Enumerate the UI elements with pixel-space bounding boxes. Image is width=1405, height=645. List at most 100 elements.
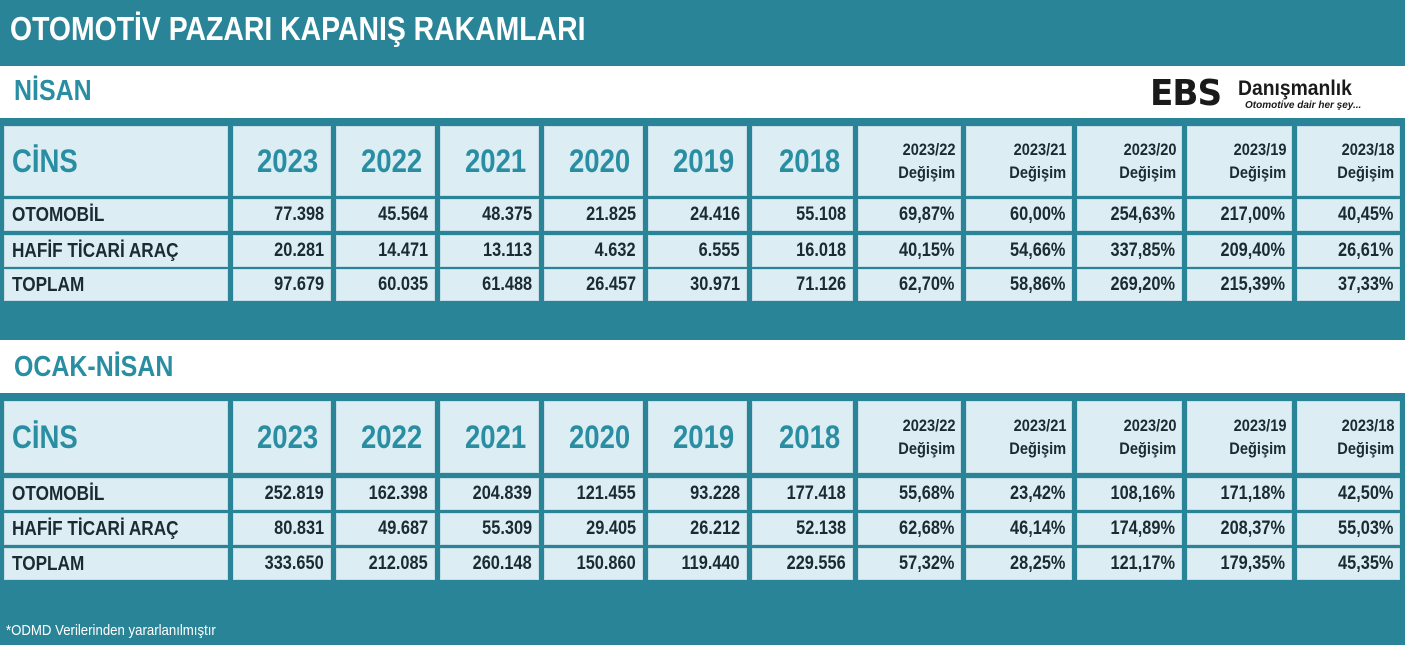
column-header-change: 2023/21 Değişim [966, 126, 1072, 196]
row-label: HAFİF TİCARİ ARAÇ [4, 235, 228, 267]
table-cell: 62,68% [858, 513, 961, 545]
table-cell: 97.679 [233, 269, 331, 301]
table-cell-text: 46,14% [1009, 518, 1065, 539]
column-header-change-line: 2023/22 [902, 140, 955, 159]
table-cell: 121.455 [544, 478, 643, 510]
table-ocak-nisan: CİNS 2023 2022 2021 2020 2019 2018 2023/22 Değiş… [0, 393, 1405, 617]
table-cell: 4.632 [544, 235, 643, 267]
column-header-change-line: 2023/19 [1233, 140, 1286, 159]
footer-bar: *ODMD Verilerinden yararlanılmıştır [0, 617, 1405, 645]
table-cell-text: 204.839 [472, 483, 532, 504]
table-cell: 45,35% [1297, 548, 1400, 580]
column-header-year-text: 2019 [672, 418, 734, 455]
table-cell: 269,20% [1077, 269, 1182, 301]
table-cell: 119.440 [648, 548, 747, 580]
column-header-change-line: Değişim [1229, 439, 1286, 458]
table-cell: 54,66% [966, 235, 1072, 267]
table-cell-text: 217,00% [1220, 204, 1285, 225]
column-header-year-text: 2022 [360, 142, 422, 179]
column-header-change-line: Değişim [1119, 163, 1176, 182]
table-cell: 37,33% [1297, 269, 1400, 301]
column-header-change-line: Değişim [1337, 163, 1394, 182]
table-cell: 60.035 [336, 269, 435, 301]
table-cell-text: 150.860 [576, 553, 636, 574]
row-label-text: HAFİF TİCARİ ARAÇ [12, 239, 179, 262]
column-header-year: 2019 [648, 401, 747, 473]
table-cell: 80.831 [233, 513, 331, 545]
column-header-year-text: 2018 [778, 418, 840, 455]
table-cell-text: 162.398 [368, 483, 428, 504]
table-cell: 26,61% [1297, 235, 1400, 267]
section-strip-ocak-nisan: OCAK-NİSAN [4, 340, 1400, 392]
column-header-year: 2022 [336, 126, 435, 196]
table-cell-text: 40,15% [898, 240, 954, 261]
table-cell: 93.228 [648, 478, 747, 510]
column-header-change: 2023/18 Değişim [1297, 126, 1400, 196]
table-cell: 26.457 [544, 269, 643, 301]
table-cell: 58,86% [966, 269, 1072, 301]
table-cell: 121,17% [1077, 548, 1182, 580]
table-cell-text: 6.555 [699, 240, 740, 261]
row-label-text: TOPLAM [12, 273, 85, 296]
table-cell: 46,14% [966, 513, 1072, 545]
column-header-change-line: 2023/19 [1233, 416, 1286, 435]
table-cell-text: 177.418 [786, 483, 846, 504]
table-cell: 333.650 [233, 548, 331, 580]
column-header-year-text: 2019 [672, 142, 734, 179]
column-header-year: 2023 [233, 126, 331, 196]
table-cell: 45.564 [336, 199, 435, 231]
table-cell-text: 260.148 [472, 553, 532, 574]
column-header-year-text: 2021 [464, 142, 526, 179]
column-header-change-line: 2023/18 [1341, 416, 1394, 435]
table-cell: 174,89% [1077, 513, 1182, 545]
table-cell-text: 69,87% [898, 204, 954, 225]
row-label: TOPLAM [4, 269, 228, 301]
table-cell-text: 49.687 [378, 518, 428, 539]
column-header-change: 2023/18 Değişim [1297, 401, 1400, 473]
table-cell-text: 54,66% [1009, 240, 1065, 261]
column-header-change-line: Değişim [898, 163, 955, 182]
column-header-change-line: 2023/21 [1013, 140, 1066, 159]
table-cell: 55,68% [858, 478, 961, 510]
table-cell: 208,37% [1187, 513, 1292, 545]
table-cell-text: 21.825 [586, 204, 636, 225]
column-header-cins-text: CİNS [12, 142, 78, 179]
table-cell-text: 62,70% [898, 274, 954, 295]
table-cell-text: 28,25% [1009, 553, 1065, 574]
table-cell-text: 252.819 [264, 483, 324, 504]
column-header-year-text: 2020 [568, 142, 630, 179]
table-cell-text: 55.108 [796, 204, 846, 225]
table-cell-text: 4.632 [595, 240, 636, 261]
table-cell-text: 215,39% [1220, 274, 1285, 295]
logo-brand: EBS [1150, 73, 1222, 114]
table-cell: 204.839 [440, 478, 539, 510]
column-header-year: 2021 [440, 401, 539, 473]
footer-note: *ODMD Verilerinden yararlanılmıştır [6, 622, 216, 639]
column-header-year-text: 2023 [256, 142, 318, 179]
table-cell: 61.488 [440, 269, 539, 301]
table-cell-text: 108,16% [1110, 483, 1175, 504]
table-cell-text: 212.085 [368, 553, 428, 574]
table-cell: 171,18% [1187, 478, 1292, 510]
table-cell-text: 333.650 [264, 553, 324, 574]
column-header-change-line: Değişim [1229, 163, 1286, 182]
column-header-year-text: 2023 [256, 418, 318, 455]
column-header-year-text: 2020 [568, 418, 630, 455]
table-cell-text: 121.455 [576, 483, 636, 504]
section-strip-nisan: NİSAN [4, 66, 1400, 118]
table-cell-text: 30.971 [690, 274, 740, 295]
ebs-logo: EBS Danışmanlık Otomotive dair her şey..… [1150, 73, 1400, 119]
table-cell: 212.085 [336, 548, 435, 580]
table-cell: 20.281 [233, 235, 331, 267]
column-header-change-line: Değişim [1009, 439, 1066, 458]
column-header-change: 2023/22 Değişim [858, 126, 961, 196]
table-cell: 62,70% [858, 269, 961, 301]
table-cell: 229.556 [752, 548, 853, 580]
table-cell: 40,15% [858, 235, 961, 267]
column-header-change-line: 2023/18 [1341, 140, 1394, 159]
table-cell-text: 179,35% [1220, 553, 1285, 574]
table-cell-text: 14.471 [378, 240, 428, 261]
column-header-cins: CİNS [4, 126, 228, 196]
table-cell: 57,32% [858, 548, 961, 580]
table-cell-text: 57,32% [898, 553, 954, 574]
